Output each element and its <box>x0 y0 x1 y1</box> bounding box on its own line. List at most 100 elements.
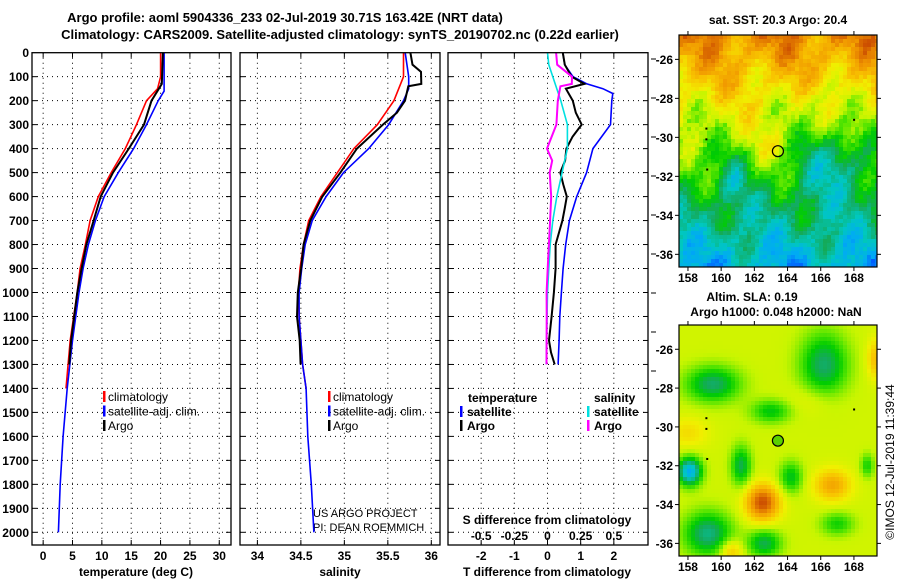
series-line-t-argo <box>547 52 588 365</box>
x-tick-label: 20 <box>154 549 168 563</box>
x-tick-label: -1 <box>509 549 520 563</box>
x-tick-label: 2 <box>610 549 617 563</box>
legend-label: satellite-adj. clim. <box>108 405 200 419</box>
legend-swatch <box>328 405 331 417</box>
lon-tick-label: 168 <box>844 560 864 574</box>
sdiff-xlabel: S difference from climatology <box>463 513 632 527</box>
legend-swatch <box>328 391 331 402</box>
depth-tick-label: 2000 <box>2 526 29 540</box>
lat-tick-label: -26 <box>656 53 674 67</box>
x-tick-label: 0 <box>544 549 551 563</box>
depth-tick-label: 1900 <box>2 502 29 516</box>
depth-tick-label: 0 <box>22 46 29 60</box>
lat-tick-label: -32 <box>656 170 674 184</box>
lon-tick-label: 166 <box>811 560 831 574</box>
island-mark <box>705 138 708 141</box>
island-mark <box>705 427 708 430</box>
plot-frame <box>31 52 232 546</box>
lat-tick-label: -34 <box>656 209 674 223</box>
series-line-climatology <box>65 52 162 389</box>
legend-swatch <box>103 391 106 402</box>
legend-label: satellite <box>467 405 512 419</box>
sla-map-title-2: Argo h1000: 0.048 h2000: NaN <box>690 305 861 319</box>
s-tick-label: 0.25 <box>569 529 593 543</box>
legend-swatch <box>103 420 106 431</box>
lon-tick-label: 158 <box>678 271 698 285</box>
s-tick-label: -0.25 <box>501 529 529 543</box>
legend-label: Argo <box>108 419 134 433</box>
x-tick-label: 34 <box>251 549 265 563</box>
argo-location-marker <box>771 434 785 447</box>
x-tick-label: 25 <box>183 549 197 563</box>
depth-tick-label: 1100 <box>3 310 29 324</box>
lat-tick-label: -28 <box>656 382 674 396</box>
imos-credit: ©IMOS 12-Jul-2019 11:39:44 <box>883 384 897 540</box>
series-line-t-satellite <box>557 52 614 365</box>
depth-tick-label: 300 <box>9 118 29 132</box>
series-line-argo <box>295 52 423 365</box>
island-mark <box>705 127 708 130</box>
lat-tick-label: -36 <box>656 537 674 551</box>
x-tick-label: 10 <box>95 549 109 563</box>
island-mark <box>706 168 709 171</box>
lon-tick-label: 160 <box>711 560 731 574</box>
sst-map-image <box>679 35 877 267</box>
panel-difference: -2 -0.5 -1 -0.25 0 0 1 0.25 2 0.5 temperature salin… <box>447 52 656 563</box>
depth-tick-label: 200 <box>9 94 29 108</box>
legend-label: Argo <box>467 419 495 433</box>
lon-tick-label: 162 <box>744 560 764 574</box>
depth-tick-label: 1800 <box>2 478 29 492</box>
s-tick-label: 0.5 <box>605 529 622 543</box>
x-tick-label: 36 <box>425 549 439 563</box>
lon-tick-label: 164 <box>778 271 798 285</box>
legend-swatch <box>460 406 463 417</box>
tdiff-xlabel: T difference from climatology <box>463 565 631 579</box>
x-tick-label: 30 <box>213 549 227 563</box>
series-line-argo <box>68 52 164 365</box>
lat-tick-label: -34 <box>656 498 674 512</box>
x-tick-label: 35 <box>338 549 352 563</box>
sst-map-axes: 158 160 162 164 166 168 -26 -28 -30 -32 -34 -36 <box>656 31 881 285</box>
legend-label: climatology <box>108 390 168 404</box>
series-line-satellite-adj-clim- <box>57 52 165 533</box>
plot-frame <box>447 52 649 546</box>
lon-tick-label: 166 <box>811 271 831 285</box>
depth-tick-label: 1200 <box>2 334 29 348</box>
depth-tick-label: 900 <box>9 262 29 276</box>
legend-swatch <box>587 406 590 417</box>
lat-tick-label: -30 <box>656 131 674 145</box>
x-tick-label: 5 <box>69 549 76 563</box>
depth-tick-label: 1600 <box>2 430 29 444</box>
series-line-s-satellite <box>545 52 569 365</box>
lat-tick-label: -32 <box>656 459 674 473</box>
s-tick-label: 0 <box>544 529 551 543</box>
legend-label: climatology <box>333 390 393 404</box>
map-frame <box>678 34 878 268</box>
lon-tick-label: 162 <box>744 271 764 285</box>
legend-label: Argo <box>333 419 359 433</box>
depth-tick-label: 1400 <box>2 382 29 396</box>
argo-location-marker <box>771 145 785 158</box>
series-line-s-argo <box>545 52 574 365</box>
legend-label: satellite-adj. clim. <box>333 405 425 419</box>
sla-map-title-1: Altim. SLA: 0.19 <box>706 290 798 304</box>
series-line-satellite-adj-clim- <box>298 52 410 533</box>
lat-tick-label: -26 <box>656 343 674 357</box>
x-tick-label: 1 <box>577 549 584 563</box>
legend-title-salinity: salinity <box>594 391 636 405</box>
lat-tick-label: -36 <box>656 248 674 262</box>
lon-tick-label: 164 <box>778 560 798 574</box>
s-tick-label: -0.5 <box>471 529 492 543</box>
sst-map-title: sat. SST: 20.3 Argo: 20.4 <box>709 13 848 27</box>
depth-tick-label: 800 <box>9 238 29 252</box>
island-mark <box>853 118 856 121</box>
depth-tick-label: 1700 <box>2 454 29 468</box>
plot-frame <box>239 52 441 546</box>
lat-tick-label: -28 <box>656 92 674 106</box>
sla-map-axes: 158 160 162 164 166 168 -26 -28 -30 -32 -34 -36 <box>656 321 881 574</box>
pi-annotation: PI: DEAN ROEMMICH <box>313 522 424 534</box>
depth-tick-label: 700 <box>9 214 29 228</box>
